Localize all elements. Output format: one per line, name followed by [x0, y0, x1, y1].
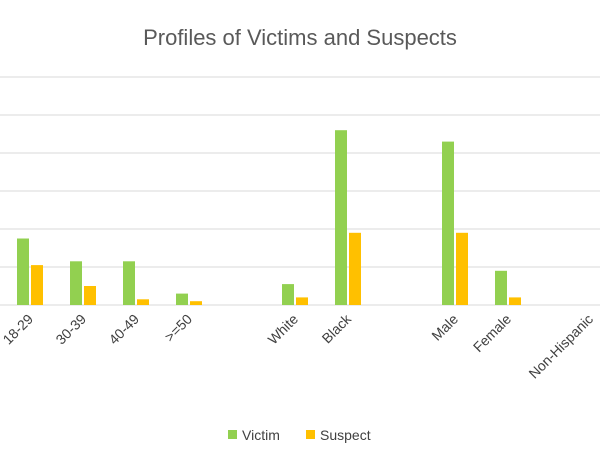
bar-victim-5	[335, 130, 347, 305]
bar-suspect-0	[31, 265, 43, 305]
legend-label-suspect: Suspect	[320, 427, 371, 443]
x-tick-label: Female	[470, 311, 514, 355]
x-tick-label: Non-Hispanic	[525, 311, 596, 382]
bar-victim-1	[70, 261, 82, 305]
bar-suspect-3	[190, 301, 202, 305]
x-tick-label: 30-39	[52, 311, 89, 348]
bar-suspect-6	[456, 232, 468, 305]
x-tick-label: White	[264, 311, 301, 348]
x-tick-label: 40-49	[105, 311, 142, 348]
legend: Victim Suspect	[228, 427, 371, 443]
bar-victim-6	[442, 141, 454, 305]
bar-victim-7	[495, 270, 507, 305]
legend-swatch-suspect	[306, 430, 315, 439]
bar-victim-3	[176, 293, 188, 305]
gridlines	[0, 76, 600, 306]
x-tick-labels: 18-29 30-39 40-49 >=50 White Black Male Female N…	[0, 310, 596, 381]
x-tick-label: 18-29	[0, 311, 36, 348]
bar-suspect-4	[296, 297, 308, 305]
bar-suspect-1	[84, 286, 96, 305]
bar-suspect-7	[509, 297, 521, 305]
chart-title: Profiles of Victims and Suspects	[143, 25, 457, 50]
bars	[17, 130, 521, 305]
legend-label-victim: Victim	[242, 427, 280, 443]
bar-victim-4	[282, 284, 294, 305]
x-tick-label: >=50	[161, 311, 195, 345]
x-tick-label: Black	[319, 310, 355, 346]
bar-victim-2	[123, 261, 135, 305]
bar-suspect-5	[349, 232, 361, 305]
bar-victim-0	[17, 238, 29, 305]
x-tick-label: Male	[428, 311, 461, 344]
bar-suspect-2	[137, 299, 149, 305]
legend-swatch-victim	[228, 430, 237, 439]
